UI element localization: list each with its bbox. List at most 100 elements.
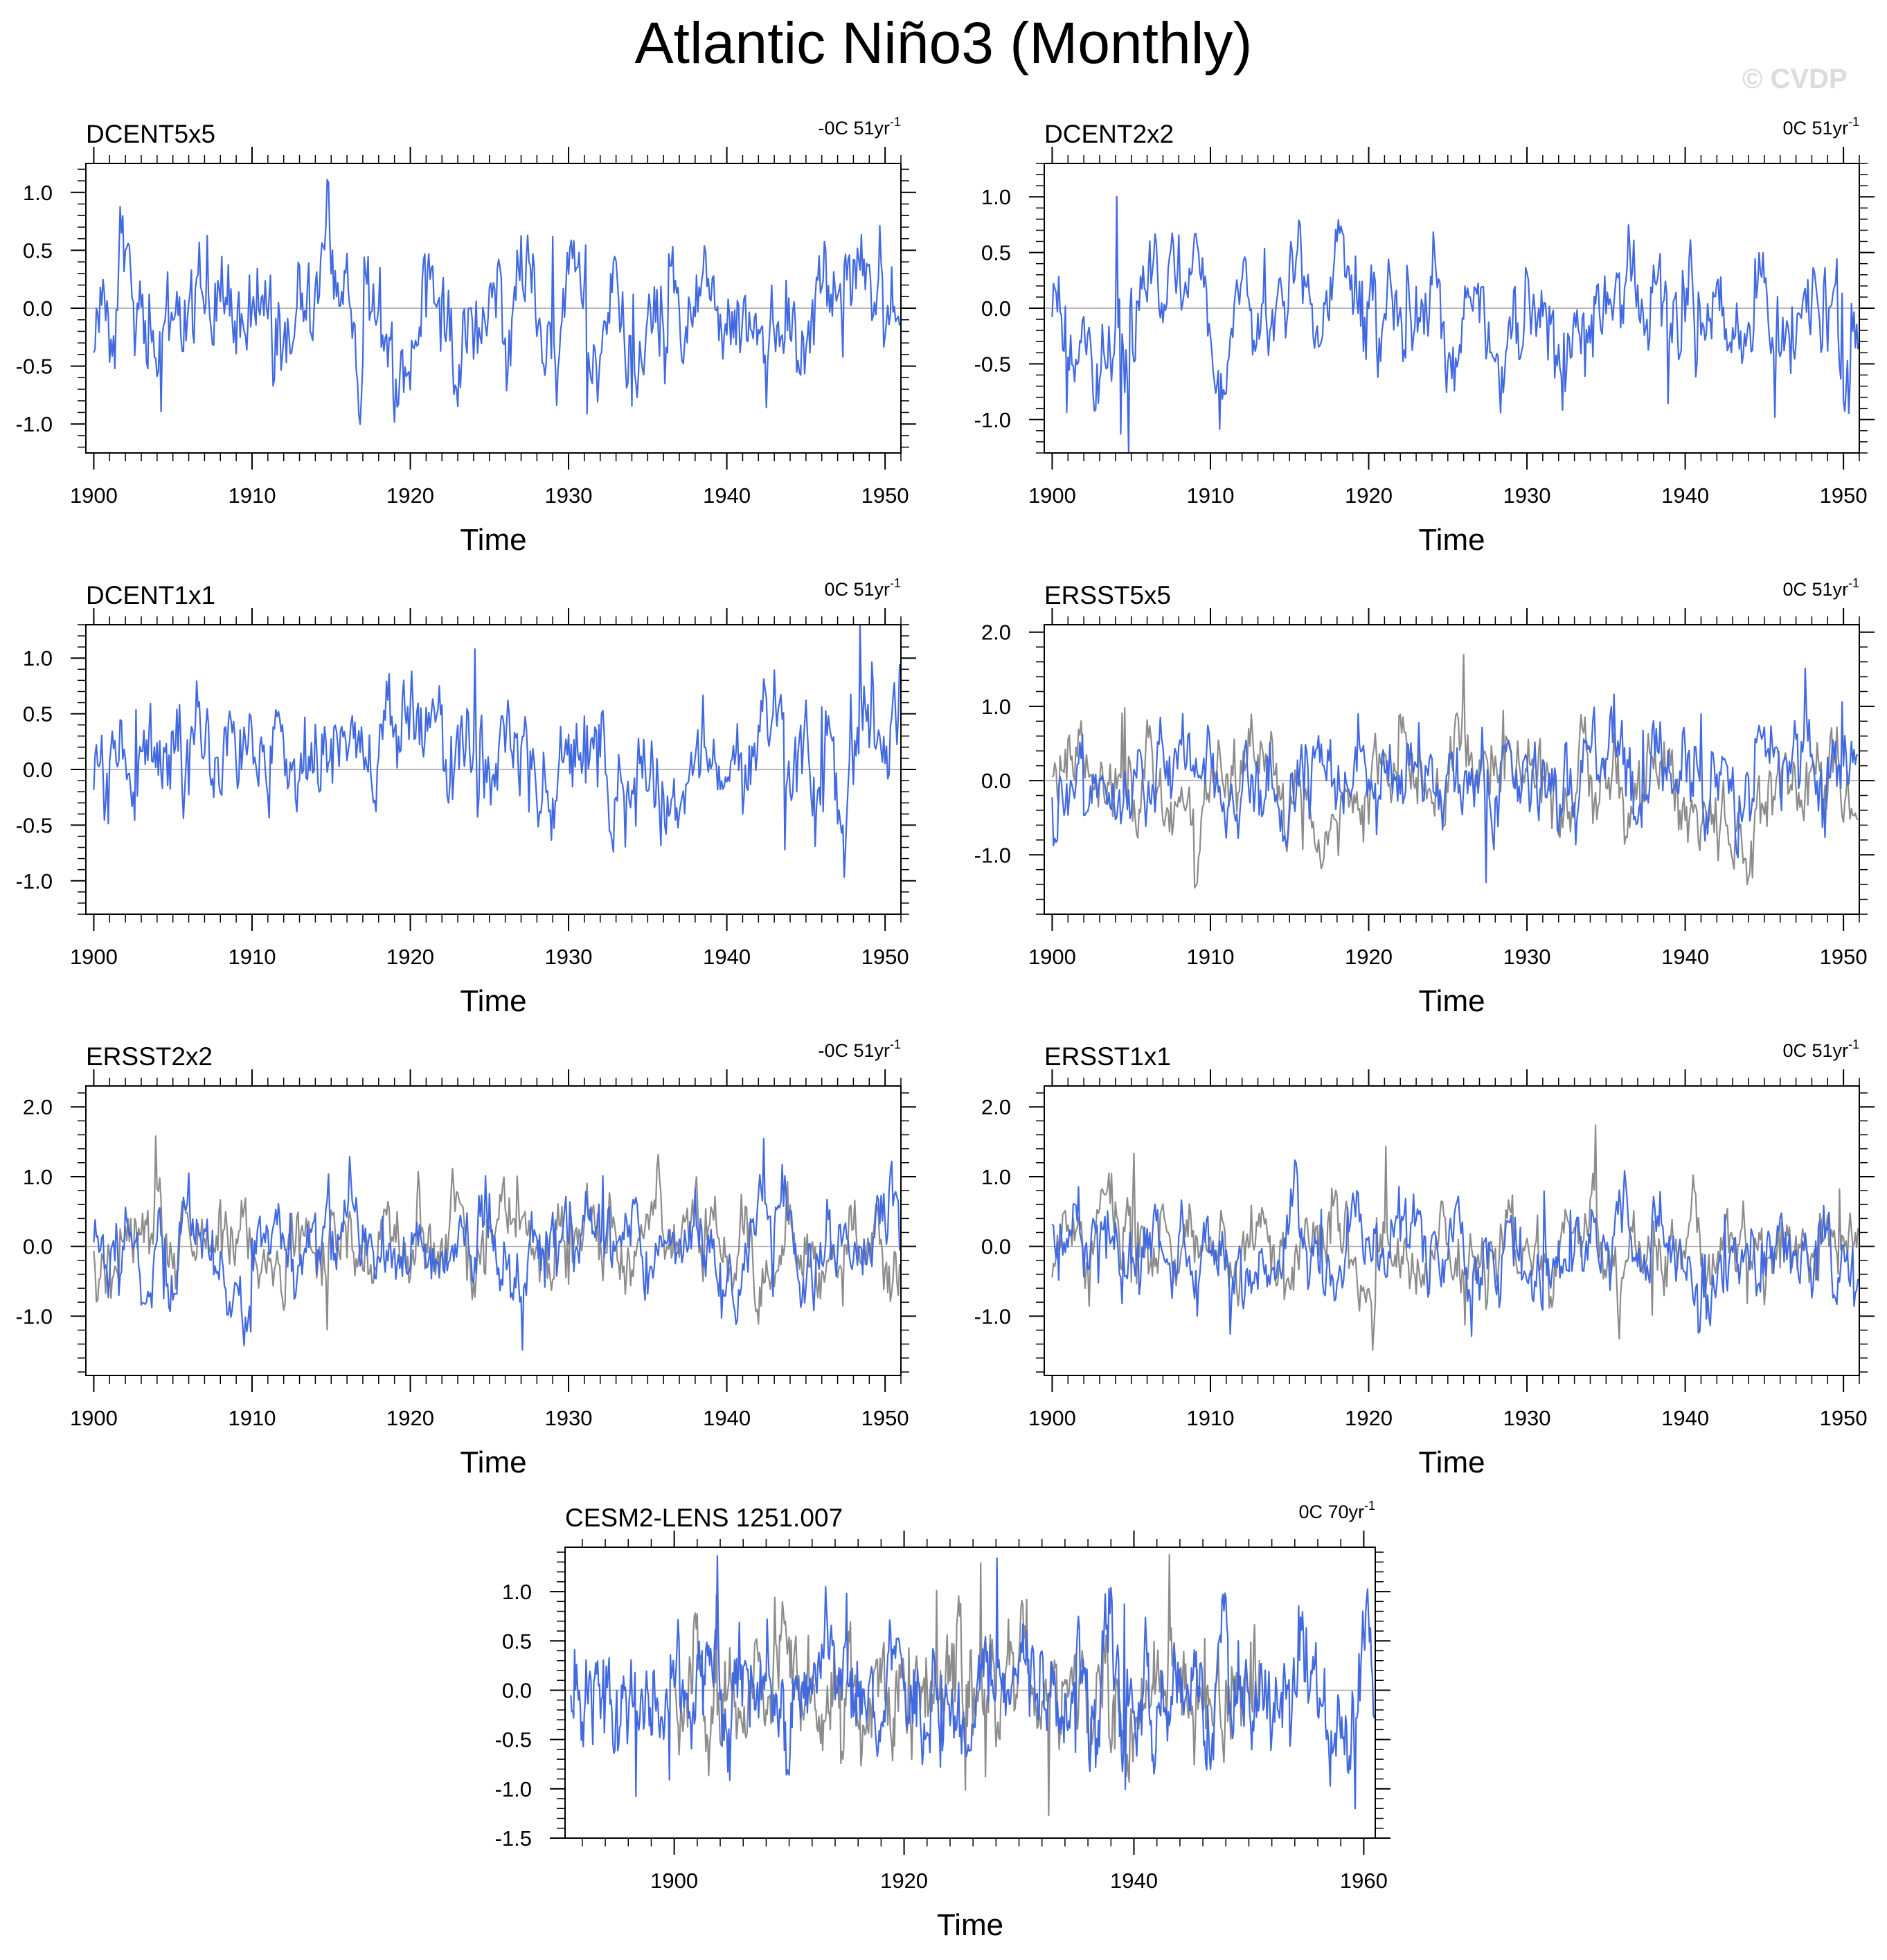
- y-tick-label: -0.5: [495, 1728, 532, 1752]
- chart-panel-ersst5x5: ERSST5x5 0C 51yr-1 2.0 1.0 0.0 -1.0 1900 1910 19…: [974, 576, 1875, 1018]
- panel-title: DCENT5x5: [86, 120, 215, 148]
- y-tick-label: 0.5: [981, 241, 1011, 265]
- y-tick-label: -0.5: [16, 813, 53, 837]
- x-tick-label: 1900: [1028, 1406, 1076, 1430]
- y-tick-label: 0.5: [502, 1629, 532, 1653]
- x-tick-label: 1920: [386, 1406, 434, 1430]
- x-tick-label: 1940: [1661, 1406, 1709, 1430]
- x-tick-label: 1940: [1110, 1869, 1158, 1893]
- x-axis-label: Time: [937, 1908, 1003, 1942]
- x-tick-label: 1900: [70, 1406, 118, 1430]
- x-tick-label: 1920: [386, 483, 434, 508]
- series-line-blue: [1051, 1159, 1859, 1337]
- x-tick-label: 1910: [228, 945, 276, 969]
- chart-panel-dcent5x5: DCENT5x5 -0C 51yr-1 1.0 0.5 0.0 -0.5 -1.0 1900 1…: [16, 115, 916, 557]
- series-line-grey: [1051, 1124, 1859, 1351]
- y-tick-label: 0.0: [981, 296, 1011, 321]
- trend-stat-superscript: -1: [890, 115, 901, 129]
- x-tick-label: 1920: [1345, 945, 1393, 969]
- plot-frame: [1044, 163, 1860, 454]
- y-tick-label: 1.0: [981, 1165, 1011, 1189]
- x-tick-label: 1930: [545, 945, 593, 969]
- trend-stat-superscript: -1: [1364, 1499, 1375, 1513]
- trend-stat-superscript: -1: [1848, 1037, 1859, 1051]
- y-tick-label: 1.0: [23, 646, 53, 670]
- y-tick-label: 0.5: [23, 238, 53, 262]
- y-tick-label: 1.0: [23, 1165, 53, 1189]
- x-tick-label: 1950: [1820, 1406, 1868, 1430]
- panel-title: CESM2-LENS 1251.007: [565, 1504, 843, 1532]
- y-tick-label: 1.0: [981, 695, 1011, 719]
- x-tick-label: 1900: [70, 945, 118, 969]
- series-line-blue: [1051, 195, 1859, 453]
- x-tick-label: 1940: [1661, 945, 1709, 969]
- series-line-blue: [570, 1555, 1375, 1810]
- y-tick-label: -1.0: [495, 1777, 532, 1801]
- x-tick-label: 1910: [228, 483, 276, 508]
- trend-stat-superscript: -1: [890, 576, 901, 590]
- plot-frame: [1044, 1085, 1860, 1376]
- y-tick-label: 2.0: [981, 1095, 1011, 1119]
- series-line-blue: [93, 625, 901, 878]
- chart-panel-dcent2x2: DCENT2x2 0C 51yr-1 1.0 0.5 0.0 -0.5 -1.0 1900 19…: [974, 115, 1875, 557]
- x-tick-label: 1910: [1186, 1406, 1234, 1430]
- chart-panel-ersst1x1: ERSST1x1 0C 51yr-1 2.0 1.0 0.0 -1.0 1900 1910 19…: [974, 1037, 1875, 1479]
- x-tick-label: 1930: [1503, 483, 1551, 508]
- y-tick-label: -1.0: [974, 1304, 1011, 1328]
- trend-stat-superscript: -1: [1848, 115, 1859, 129]
- x-tick-label: 1950: [861, 1406, 909, 1430]
- plot-frame: [1044, 624, 1860, 915]
- trend-stat: 0C 70yr-1: [1298, 1499, 1375, 1522]
- x-tick-label: 1900: [1028, 945, 1076, 969]
- trend-stat: 0C 51yr-1: [824, 576, 901, 600]
- panel-title: ERSST2x2: [86, 1042, 213, 1071]
- x-tick-label: 1920: [880, 1869, 928, 1893]
- trend-stat: 0C 51yr-1: [1782, 576, 1859, 600]
- plot-frame: [564, 1547, 1376, 1839]
- panel-title: ERSST1x1: [1044, 1042, 1171, 1071]
- x-axis-label: Time: [460, 523, 526, 557]
- series-line-grey: [93, 1135, 901, 1331]
- x-tick-label: 1910: [228, 1406, 276, 1430]
- y-tick-label: -1.0: [974, 843, 1011, 867]
- panel-title: ERSST5x5: [1044, 581, 1171, 609]
- series-line-blue: [93, 179, 901, 425]
- series-line-blue: [93, 1137, 901, 1351]
- x-tick-label: 1930: [545, 483, 593, 508]
- y-tick-label: -1.5: [495, 1826, 532, 1851]
- cvdp-watermark: © CVDP: [1742, 64, 1848, 94]
- y-tick-label: 1.0: [502, 1580, 532, 1604]
- trend-stat-superscript: -1: [890, 1037, 901, 1051]
- chart-panel-ersst2x2: ERSST2x2 -0C 51yr-1 2.0 1.0 0.0 -1.0 1900 1910 1…: [16, 1037, 916, 1479]
- y-tick-label: 1.0: [23, 181, 53, 205]
- series-line-blue: [1051, 667, 1859, 884]
- y-tick-label: 0.0: [23, 296, 53, 321]
- panel-title: DCENT2x2: [1044, 120, 1174, 148]
- trend-stat-superscript: -1: [1848, 576, 1859, 590]
- y-tick-label: 0.0: [981, 1235, 1011, 1259]
- x-tick-label: 1950: [861, 483, 909, 508]
- x-tick-label: 1950: [861, 945, 909, 969]
- x-tick-label: 1900: [70, 483, 118, 508]
- y-tick-label: 0.0: [502, 1678, 532, 1702]
- x-axis-label: Time: [460, 1445, 526, 1479]
- y-tick-label: 0.0: [981, 769, 1011, 793]
- y-tick-label: -1.0: [974, 408, 1011, 432]
- trend-stat: 0C 51yr-1: [1782, 115, 1859, 139]
- y-tick-label: 2.0: [981, 621, 1011, 645]
- x-axis-label: Time: [1418, 523, 1485, 557]
- x-tick-label: 1920: [386, 945, 434, 969]
- x-tick-label: 1900: [1028, 483, 1076, 508]
- y-tick-label: -1.0: [16, 412, 53, 436]
- plot-frame: [85, 624, 902, 915]
- y-tick-label: -0.5: [16, 355, 53, 379]
- y-tick-label: 0.5: [23, 702, 53, 727]
- x-tick-label: 1960: [1340, 1869, 1388, 1893]
- x-tick-label: 1930: [1503, 1406, 1551, 1430]
- series-line-grey: [1051, 654, 1859, 889]
- chart-panel-dcent1x1: DCENT1x1 0C 51yr-1 1.0 0.5 0.0 -0.5 -1.0 1900 19…: [16, 576, 916, 1018]
- y-tick-label: -1.0: [16, 869, 53, 893]
- x-tick-label: 1940: [703, 1406, 751, 1430]
- x-tick-label: 1950: [1820, 483, 1868, 508]
